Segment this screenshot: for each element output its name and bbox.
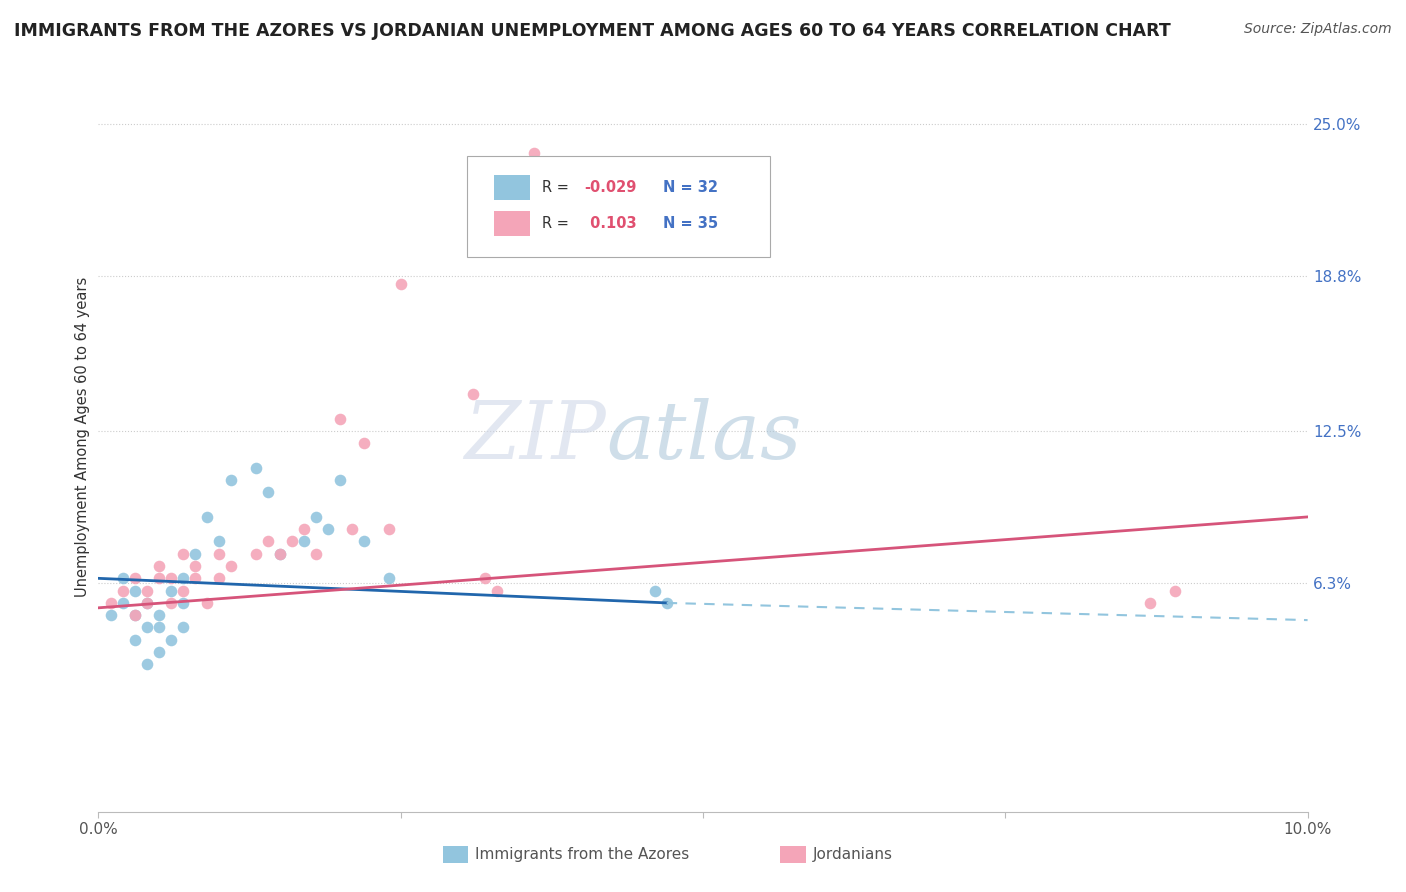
Point (124, 583, 146, 598)
Point (160, 583, 183, 598)
Point (221, 559, 243, 574)
Point (100, 608, 122, 623)
Point (172, 596, 194, 610)
Point (160, 632, 183, 647)
Point (124, 632, 146, 647)
Point (124, 571, 146, 585)
Point (148, 620, 170, 634)
Point (269, 547, 291, 561)
Point (292, 534, 315, 549)
Text: Immigrants from the Azores: Immigrants from the Azores (475, 847, 689, 862)
Point (160, 596, 183, 610)
Point (208, 547, 231, 561)
Text: ZIP: ZIP (464, 399, 606, 475)
Point (329, 411, 352, 425)
Point (135, 620, 157, 634)
Point (111, 583, 134, 598)
Point (148, 559, 170, 574)
Point (124, 608, 146, 623)
Text: N = 35: N = 35 (664, 216, 718, 231)
Point (256, 485, 278, 500)
Point (111, 571, 134, 585)
Point (135, 596, 157, 610)
Text: R =: R = (543, 180, 574, 195)
Point (184, 571, 207, 585)
Point (148, 645, 170, 659)
Point (463, 387, 485, 401)
Point (292, 522, 315, 536)
Text: N = 32: N = 32 (664, 180, 718, 195)
Point (111, 596, 134, 610)
FancyBboxPatch shape (467, 156, 769, 257)
Point (124, 608, 146, 623)
Point (221, 473, 243, 487)
Point (172, 547, 194, 561)
FancyBboxPatch shape (494, 175, 530, 200)
Point (281, 534, 304, 549)
Point (353, 534, 375, 549)
Point (172, 620, 194, 634)
FancyBboxPatch shape (494, 211, 530, 235)
Point (148, 608, 170, 623)
Point (172, 583, 194, 598)
Point (195, 596, 218, 610)
Point (486, 583, 509, 598)
Point (316, 522, 339, 536)
Point (342, 522, 364, 536)
Point (195, 510, 218, 524)
Point (329, 473, 352, 487)
Point (389, 277, 412, 291)
Text: -0.029: -0.029 (585, 180, 637, 195)
Point (208, 571, 231, 585)
Point (256, 534, 278, 549)
Point (353, 436, 375, 450)
Point (269, 547, 291, 561)
Point (305, 547, 328, 561)
Text: IMMIGRANTS FROM THE AZORES VS JORDANIAN UNEMPLOYMENT AMONG AGES 60 TO 64 YEARS C: IMMIGRANTS FROM THE AZORES VS JORDANIAN … (14, 22, 1171, 40)
Text: 0.103: 0.103 (585, 216, 636, 231)
Point (305, 510, 328, 524)
Text: Source: ZipAtlas.com: Source: ZipAtlas.com (1244, 22, 1392, 37)
Point (644, 583, 666, 598)
Point (100, 596, 122, 610)
Point (245, 547, 267, 561)
Text: R =: R = (543, 216, 574, 231)
Point (135, 583, 157, 598)
Point (148, 571, 170, 585)
Point (1139, 596, 1161, 610)
Point (172, 571, 194, 585)
Point (208, 534, 231, 549)
Text: Jordanians: Jordanians (813, 847, 893, 862)
Point (655, 596, 678, 610)
Point (377, 571, 399, 585)
Text: atlas: atlas (606, 399, 801, 475)
Point (184, 559, 207, 574)
Y-axis label: Unemployment Among Ages 60 to 64 years: Unemployment Among Ages 60 to 64 years (75, 277, 90, 598)
Point (523, 146, 546, 161)
Point (377, 522, 399, 536)
Point (474, 571, 496, 585)
Point (1163, 583, 1185, 598)
Point (135, 596, 157, 610)
Point (245, 460, 267, 475)
Point (160, 571, 183, 585)
Point (184, 547, 207, 561)
Point (135, 657, 157, 672)
